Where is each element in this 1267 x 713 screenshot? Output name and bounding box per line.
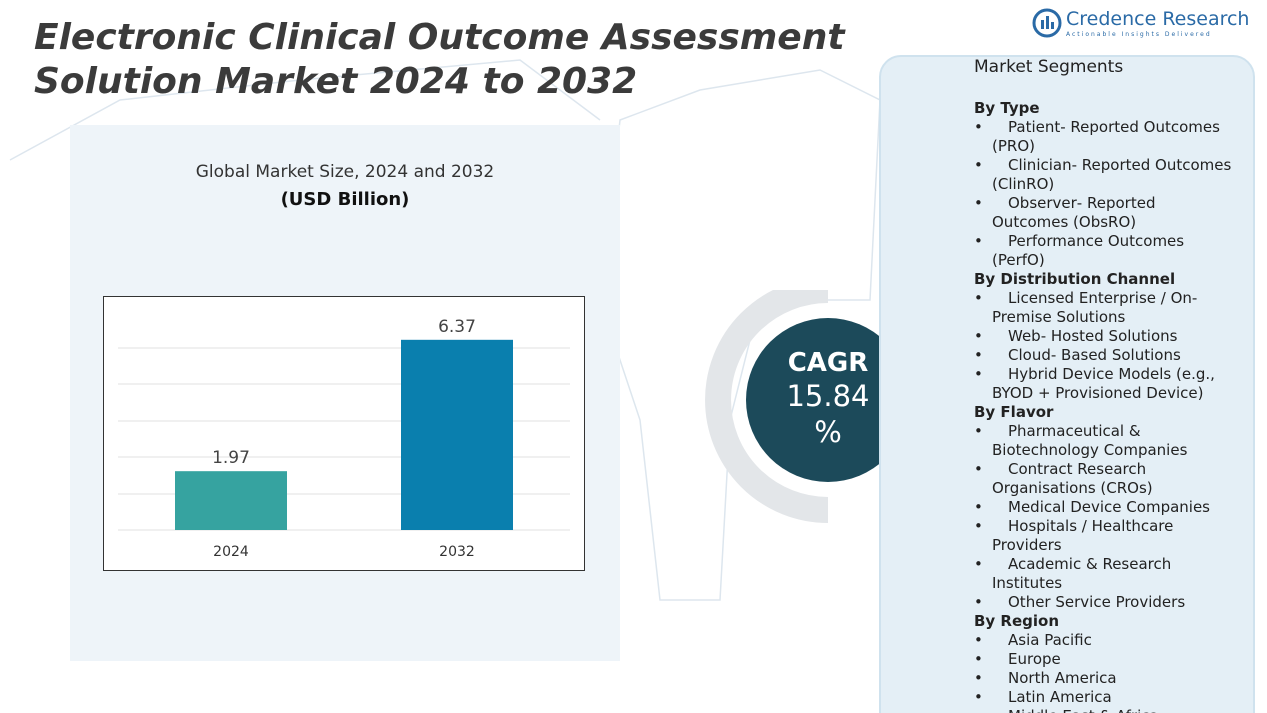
segment-item: • Cloud‐ Based Solutions: [974, 346, 1181, 364]
bullet: •: [974, 688, 983, 706]
bullet: •: [974, 631, 983, 649]
cagr-unit: %: [814, 415, 842, 449]
segment-item: • Hybrid Device Models (e.g., BYOD + Prov…: [974, 365, 1215, 402]
chart-title: Global Market Size, 2024 and 2032: [195, 162, 495, 182]
bullet: •: [974, 365, 983, 383]
bullet: •: [974, 555, 983, 573]
bullet: •: [974, 232, 983, 250]
cagr-ring: [705, 290, 829, 523]
segment-item: • Academic & Research Institutes: [974, 555, 1172, 592]
segments-list: Market Segments By Type • Patient‐ Reporte…: [974, 57, 1236, 713]
segment-item: • Observer‐ Reported Outcomes (ObsRO): [974, 194, 1156, 231]
segment-item: •Middle East & Africa: [974, 707, 1236, 713]
bullet: •: [974, 517, 983, 535]
bullet: •: [974, 346, 983, 364]
segment-item: • Performance Outcomes (PerfO): [974, 232, 1185, 269]
segments-title: Market Segments: [974, 57, 1124, 77]
chart-subtitle: (USD Billion): [280, 189, 410, 210]
bullet: •: [974, 289, 983, 307]
data-label: 6.37: [438, 317, 476, 337]
segment-item: • Licensed Enterprise / On‐ Premise Solut…: [974, 289, 1198, 326]
segment-item: • Latin America: [974, 688, 1112, 706]
segments-panel: Market Segments By Type • Patient‐ Reporte…: [879, 55, 1255, 713]
segment-item: • Europe: [974, 650, 1061, 668]
bullet: •: [974, 194, 983, 212]
segment-item: • Clinician‐ Reported Outcomes (ClinRO): [974, 156, 1232, 193]
bullet: •: [974, 118, 983, 136]
segment-item: • Asia Pacific: [974, 631, 1092, 649]
bullet: •: [974, 422, 983, 440]
x-tick-label: 2024: [213, 544, 249, 560]
cagr-value: 15.84: [786, 379, 870, 413]
cagr-label: CAGR: [787, 348, 869, 378]
data-label: 1.97: [212, 448, 250, 468]
bullet: •: [974, 327, 983, 345]
segment-heading: By Region: [974, 612, 1060, 630]
bullet: •: [974, 156, 983, 174]
segment-item: • Medical Device Companies: [974, 498, 1210, 516]
segment-heading: By Type: [974, 99, 1040, 117]
logo-name: Credence Research: [1066, 8, 1250, 30]
segment-item: • Web‐ Hosted Solutions: [974, 327, 1178, 345]
bullet: •: [974, 460, 983, 478]
bullet: •: [974, 498, 983, 516]
segment-item: • North America: [974, 669, 1117, 687]
bullet: •: [974, 707, 983, 713]
page-title: Electronic Clinical Outcome Assessment S…: [34, 17, 845, 102]
segment-heading: By Flavor: [974, 403, 1054, 421]
segment-item: • Patient‐ Reported Outcomes (PRO): [974, 118, 1220, 155]
segment-heading: By Distribution Channel: [974, 270, 1176, 288]
logo-tagline: Actionable Insights Delivered: [1066, 31, 1212, 38]
bullet: •: [974, 593, 983, 611]
segment-item: • Pharmaceutical & Biotechnology Companie…: [974, 422, 1188, 459]
bar: [175, 471, 287, 530]
bar: [401, 339, 513, 530]
x-tick-label: 2032: [439, 544, 475, 560]
bullet: •: [974, 669, 983, 687]
bullet: •: [974, 650, 983, 668]
logo-icon: [1032, 8, 1062, 38]
segment-item: • Other Service Providers: [974, 593, 1186, 611]
segment-item: • Hospitals / Healthcare Providers: [974, 517, 1174, 554]
segment-item: • Contract Research Organisations (CROs): [974, 460, 1153, 497]
chart: 1.97 2024 6.37 2032: [103, 296, 585, 571]
